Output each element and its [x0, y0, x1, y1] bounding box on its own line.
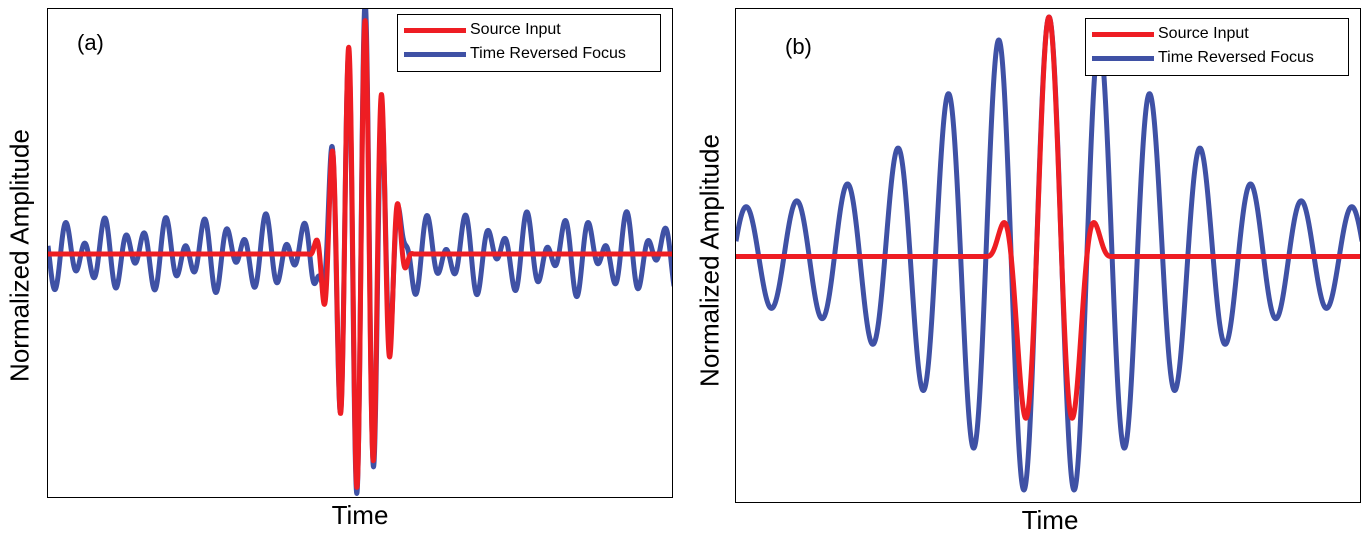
y-axis-label-b: Normalized Amplitude — [694, 134, 725, 387]
plot-area-a — [47, 8, 673, 498]
legend-label-source-a: Source Input — [470, 21, 561, 38]
panel-label-b: (b) — [785, 34, 812, 59]
panel-b-series-source-input — [736, 14, 1360, 421]
plot-svg-a — [48, 9, 672, 496]
x-axis-label-a: Time — [331, 500, 389, 530]
legend-swatch-source-a — [404, 27, 466, 33]
panel-label-a: (a) — [77, 30, 104, 55]
plot-area-b — [735, 8, 1361, 503]
legend-label-trf-a: Time Reversed Focus — [470, 45, 626, 62]
legend-item-trf-b: Time Reversed Focus — [1092, 46, 1342, 70]
plot-svg-b — [736, 14, 1360, 493]
legend-a: Source Input Time Reversed Focus — [397, 14, 661, 72]
legend-swatch-trf-a — [404, 51, 466, 57]
panel-b-series-time-reversed-focus — [736, 14, 1360, 493]
legend-b: Source Input Time Reversed Focus — [1085, 18, 1349, 76]
legend-item-trf-a: Time Reversed Focus — [404, 42, 654, 66]
y-axis-label-a: Normalized Amplitude — [4, 129, 35, 382]
x-axis-label-b: Time — [1021, 505, 1079, 535]
legend-label-trf-b: Time Reversed Focus — [1158, 49, 1314, 66]
legend-item-source-a: Source Input — [404, 18, 654, 42]
legend-item-source-b: Source Input — [1092, 22, 1342, 46]
panel-a-series-source-input — [48, 18, 672, 490]
legend-swatch-trf-b — [1092, 55, 1154, 61]
legend-label-source-b: Source Input — [1158, 25, 1249, 42]
legend-swatch-source-b — [1092, 31, 1154, 37]
